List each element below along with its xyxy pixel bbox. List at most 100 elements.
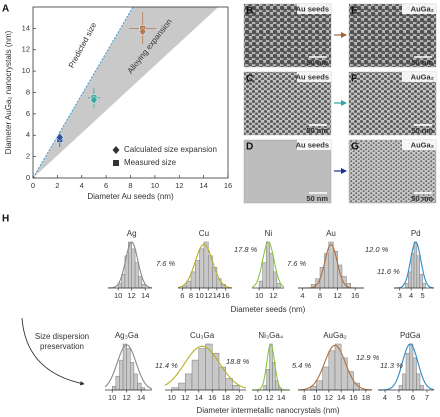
image-label: Au seeds	[296, 4, 329, 13]
histogram-bar	[266, 369, 270, 391]
panel-label: G	[351, 142, 359, 153]
histogram-bar	[416, 255, 420, 289]
histogram-bar	[402, 373, 407, 391]
histogram-bar	[138, 276, 143, 289]
histogram-bar	[205, 343, 213, 391]
histogram-bar	[408, 271, 412, 289]
x-tick-label: 16	[221, 291, 229, 300]
histogram-title: Ag	[127, 229, 137, 238]
x-tick-label: 14	[213, 291, 221, 300]
histogram-title: Cu₃Ga	[190, 331, 215, 340]
label-backdrop	[297, 4, 331, 14]
x-tick-label: 2	[55, 181, 59, 190]
x-tick-label: 14	[141, 291, 149, 300]
histogram-title: Au	[326, 229, 336, 238]
x-tick-label: 12	[265, 393, 273, 402]
x-tick-label: 4	[383, 393, 387, 402]
histogram-bar	[422, 283, 426, 289]
x-tick-label: 16	[224, 181, 232, 190]
histogram-title: Ni	[265, 229, 273, 238]
histogram-bar	[178, 382, 186, 391]
x-axis-title: Diameter Au seeds (nm)	[87, 192, 174, 201]
histogram-bar	[409, 343, 414, 391]
panel-label: H	[2, 214, 9, 225]
x-tick-label: 8	[318, 291, 322, 300]
y-tick-label: 8	[26, 87, 30, 96]
histogram-bar	[413, 241, 418, 289]
annotation: Predicted size	[67, 21, 99, 70]
histogram-bar	[405, 352, 410, 391]
histogram-bar	[128, 241, 132, 289]
y-tick-label: 0	[26, 173, 30, 182]
histogram-bar	[419, 385, 424, 391]
image-label: AuGa₂	[411, 72, 434, 81]
marker-diamond	[90, 95, 98, 105]
x-tick-label: 14	[337, 393, 345, 402]
histogram-bar	[410, 253, 415, 289]
x-tick-label: 12	[175, 181, 183, 190]
label-backdrop	[297, 72, 331, 82]
histogram-bar	[133, 373, 138, 391]
fit-curve	[297, 344, 373, 391]
note: preservation	[40, 342, 84, 351]
x-tick-label: 12	[333, 291, 341, 300]
x-tick-label: 6	[411, 393, 415, 402]
histogram-bar	[258, 280, 263, 289]
histogram-bar	[111, 386, 117, 391]
dispersion-label: 11.4 %	[155, 361, 178, 370]
x-tick-label: 10	[312, 393, 320, 402]
histogram-bar	[269, 253, 274, 289]
scale-bar-label: 50 nm	[411, 126, 433, 135]
image-label: AuGa₂	[411, 4, 434, 13]
x-tick-label: 12	[204, 291, 212, 300]
x-tick-label: 14	[199, 181, 207, 190]
histogram-title: PdGa	[400, 331, 421, 340]
y-tick-label: 12	[22, 45, 30, 54]
x-tick-label: 14	[137, 393, 145, 402]
x-axis-title: Diameter seeds (nm)	[231, 305, 306, 314]
predicted-line	[33, 7, 134, 178]
dispersion-label: 11.3 %	[380, 361, 403, 370]
histogram-bar	[328, 350, 336, 391]
x-tick-label: 8	[302, 393, 306, 402]
image-label: Au seeds	[296, 72, 329, 81]
fit-curve	[394, 241, 435, 289]
scale-bar-label: 50 nm	[411, 58, 433, 67]
x-tick-label: 8	[189, 291, 193, 300]
histogram-bar	[185, 373, 193, 391]
histogram-bar	[126, 348, 131, 391]
histogram-bar	[340, 357, 348, 391]
histogram-bar	[276, 283, 281, 289]
fit-curve	[164, 345, 247, 389]
scale-bar-label: 50 nm	[411, 194, 433, 203]
x-tick-label: 7	[425, 393, 429, 402]
x-tick-label: 4	[300, 291, 304, 300]
x-tick-label: 5	[397, 393, 401, 402]
fit-curve	[177, 243, 233, 289]
panel-label: A	[2, 4, 9, 15]
histogram-bar	[316, 380, 323, 391]
histogram-bar	[232, 385, 240, 391]
x-tick-label: 14	[277, 393, 285, 402]
x-tick-label: 6	[104, 181, 108, 190]
histogram-bar	[141, 284, 146, 289]
histogram-bar	[212, 267, 218, 289]
x-tick-label: 10	[151, 181, 159, 190]
dispersion-label: 12.9 %	[356, 353, 380, 362]
histogram-bar	[122, 343, 127, 391]
legend-label: Measured size	[124, 158, 177, 167]
x-tick-label: 10	[168, 393, 176, 402]
histogram-bar	[328, 241, 334, 289]
y-tick-label: 14	[22, 23, 30, 32]
dispersion-label: 11.6 %	[377, 267, 400, 276]
image-label: AuGa₂	[411, 140, 434, 149]
histogram-bar	[191, 359, 199, 391]
x-tick-label: 18	[362, 393, 370, 402]
histogram-bar	[412, 357, 417, 391]
dispersion-label: 7.6 %	[287, 259, 307, 268]
x-tick-label: 10	[254, 393, 262, 402]
y-tick-label: 2	[26, 152, 30, 161]
histogram-bar	[225, 378, 233, 391]
x-tick-label: 12	[128, 291, 136, 300]
x-tick-label: 16	[208, 393, 216, 402]
